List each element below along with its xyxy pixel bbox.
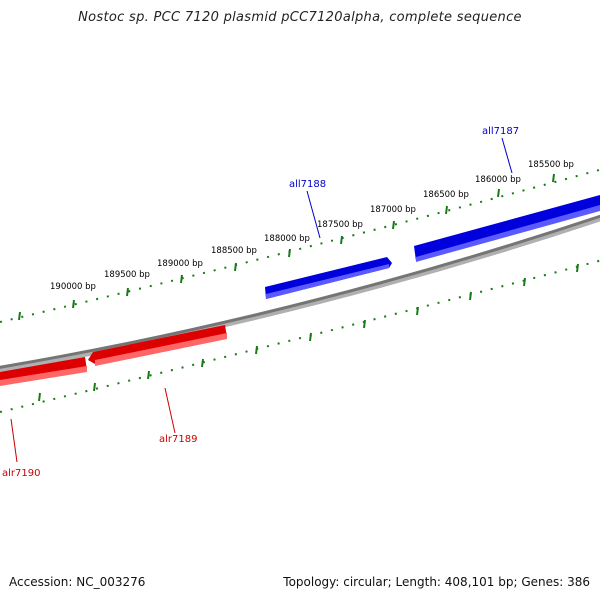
outer-ruler — [0, 168, 600, 323]
ruler-tick — [445, 205, 448, 215]
ruler-tick — [392, 220, 395, 230]
ruler-tick — [576, 263, 579, 273]
backbone-shadow — [0, 217, 600, 373]
ruler-tick — [340, 235, 343, 245]
map-title: Nostoc sp. PCC 7120 plasmid pCC7120alpha… — [78, 10, 522, 25]
ruler-tick — [147, 370, 150, 380]
ruler-tick — [523, 277, 526, 287]
gene-label-alr7190[interactable]: alr7190 — [2, 468, 40, 479]
ruler-tick — [288, 248, 291, 258]
ruler-tick — [38, 392, 41, 402]
ruler-tick — [309, 332, 312, 342]
ruler-tick — [126, 287, 129, 297]
tick-label-186000: 186000 bp — [475, 175, 521, 185]
ruler-tick — [469, 291, 472, 301]
ruler-tick — [72, 299, 75, 309]
alr7190-leader — [10, 418, 18, 463]
tick-label-187500: 187500 bp — [317, 220, 363, 230]
gene-all7187-shape[interactable] — [414, 195, 600, 262]
ruler-tick — [180, 274, 183, 284]
gene-alr7190-shape[interactable] — [0, 357, 87, 386]
topology-summary: Topology: circular; Length: 408,101 bp; … — [283, 575, 590, 589]
tick-label-189500: 189500 bp — [104, 270, 150, 280]
tick-label-190000: 190000 bp — [50, 282, 96, 292]
ruler-tick — [18, 311, 21, 321]
inner-ruler-major-ticks — [38, 263, 579, 402]
ruler-tick — [255, 345, 258, 355]
ruler-tick — [201, 358, 204, 368]
ruler-tick — [363, 319, 366, 329]
tick-label-187000: 187000 bp — [370, 205, 416, 215]
all7187-leader — [501, 137, 513, 174]
ruler-tick — [552, 173, 555, 183]
gene-label-all7188[interactable]: all7188 — [289, 179, 326, 190]
gene-all7188-shape[interactable] — [265, 257, 392, 299]
ruler-tick — [497, 188, 500, 198]
tick-label-189000: 189000 bp — [157, 259, 203, 269]
accession-text: Accession: NC_003276 — [9, 575, 146, 589]
gene-label-all7187[interactable]: all7187 — [482, 126, 519, 137]
inner-ruler — [0, 259, 600, 413]
ruler-major-ticks — [18, 173, 555, 321]
gene-label-alr7189[interactable]: alr7189 — [159, 434, 197, 445]
tick-label-185500: 185500 bp — [528, 160, 574, 170]
tick-label-186500: 186500 bp — [423, 190, 469, 200]
ruler-tick — [234, 262, 237, 272]
gene-alr7189-shape[interactable] — [88, 325, 227, 366]
ruler-tick — [93, 382, 96, 392]
tick-label-188500: 188500 bp — [211, 246, 257, 256]
all7188-leader — [306, 190, 321, 239]
alr7189-leader — [164, 387, 176, 434]
tick-label-188000: 188000 bp — [264, 234, 310, 244]
backbone — [0, 214, 600, 369]
ruler-tick — [416, 306, 419, 316]
